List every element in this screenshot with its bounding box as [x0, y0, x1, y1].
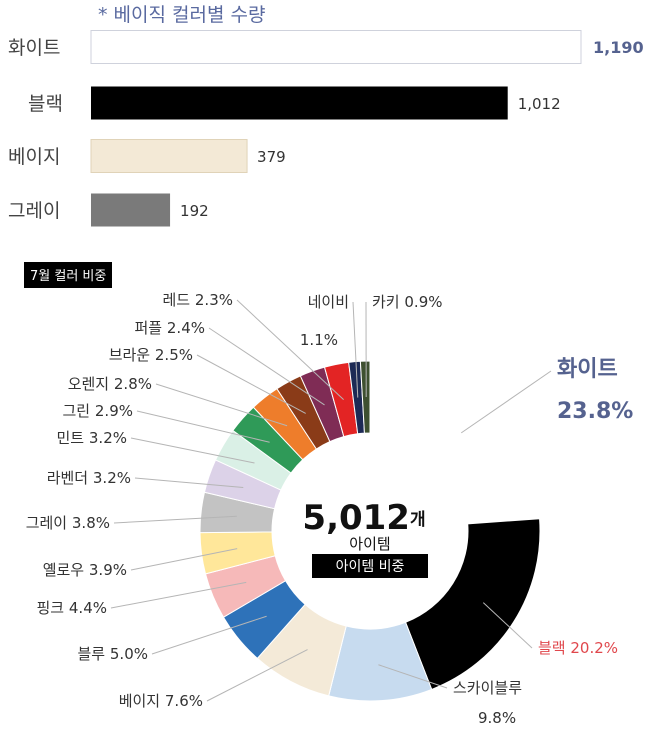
slice-label: 그레이 3.8% [26, 514, 110, 532]
slice-value-label: 20.2% [566, 639, 618, 657]
slice-label: 화이트 [557, 357, 618, 382]
donut-center-badge [312, 554, 428, 578]
leader-line [151, 615, 267, 655]
pie-chart-title: 7월 컬러 비중 [24, 262, 113, 288]
slice-label: 네이비 [308, 293, 349, 311]
slice-value-label: 2.9% [90, 402, 133, 420]
leader-line [130, 437, 255, 464]
leader-line [134, 477, 244, 489]
bar-value-label: 379 [257, 148, 286, 166]
leader-line [155, 383, 288, 427]
slice-value-label: 9.8% [478, 709, 516, 727]
slice-name: 브라운 [109, 346, 151, 364]
slice-value-label: 3.9% [84, 561, 127, 579]
slice-label: 카키 0.9% [372, 293, 443, 311]
slice-value-label: 4.4% [64, 599, 107, 617]
bar-value-label: 192 [180, 202, 209, 220]
bar [91, 193, 171, 227]
slice-name: 민트 [57, 429, 85, 447]
bar-category-label: 베이지 [8, 146, 60, 168]
slice-label: 핑크 4.4% [37, 599, 108, 617]
slice-value-label: 1.1% [300, 331, 338, 349]
slice-name: 오렌지 [68, 375, 109, 393]
slice-label: 베이지 7.6% [119, 692, 203, 710]
bar [90, 139, 248, 173]
leader-line [208, 327, 325, 406]
slice-label: 옐로우 3.9% [43, 561, 127, 579]
donut-center-badge-label: 아이템 비중 [336, 559, 405, 575]
slice-name: 그린 [63, 402, 91, 420]
slice-name: 카키 [372, 293, 400, 311]
donut-center-unit: 개 [410, 510, 426, 530]
slice-label: 스카이블루 [453, 679, 522, 697]
slice-name: 퍼플 [135, 319, 163, 337]
leader-line [236, 299, 344, 400]
slice-label: 그린 2.9% [63, 402, 134, 420]
donut-slice [359, 360, 371, 434]
bar [90, 30, 582, 64]
slice-name: 라벤더 [47, 469, 88, 487]
leader-line [482, 602, 533, 649]
donut-center-value: 5,012개 [302, 498, 425, 538]
bar-category-label: 화이트 [8, 37, 60, 59]
slice-label: 블루 5.0% [78, 645, 149, 663]
donut-center-subtitle: 아이템 [349, 535, 390, 553]
slice-value-label: 7.6% [160, 692, 203, 710]
slice-value-label: 2.8% [109, 375, 152, 393]
slice-name: 베이지 [119, 692, 160, 710]
slice-label: 퍼플 2.4% [135, 319, 206, 337]
slice-name: 그레이 [26, 514, 67, 532]
bar-chart-title: * 베이직 컬러별 수량 [98, 4, 266, 26]
bar-category-label: 블랙 [28, 93, 63, 115]
bar [91, 86, 508, 120]
slice-value-label: 2.5% [150, 346, 193, 364]
bar-value-label: 1,190 [593, 38, 644, 57]
slice-value-label: 2.3% [190, 291, 233, 309]
leader-line [378, 664, 448, 689]
slice-value-label: 3.8% [67, 514, 110, 532]
slice-label: 블랙 20.2% [538, 639, 618, 657]
slice-name: 블루 [78, 645, 106, 663]
slice-label: 오렌지 2.8% [68, 375, 152, 393]
leader-line [206, 649, 308, 702]
slice-name: 핑크 [37, 599, 65, 617]
bar-chart: 화이트 1,190 블랙 1,012 베이지 379 그레이 192 [8, 30, 644, 227]
slice-label: 브라운 2.5% [109, 346, 193, 364]
slice-value-label: 0.9% [400, 293, 443, 311]
leader-line [352, 301, 359, 398]
leader-line [130, 548, 238, 571]
bar-category-label: 그레이 [8, 200, 60, 222]
donut-slice [369, 360, 541, 525]
slice-value-label: 23.8% [557, 399, 633, 424]
leader-line [196, 354, 306, 414]
slice-value-label: 5.0% [105, 645, 148, 663]
leader-line [460, 370, 552, 434]
slice-value-label: 3.2% [88, 469, 131, 487]
leader-line [110, 581, 247, 609]
bar-value-label: 1,012 [518, 95, 561, 113]
leader-line [136, 410, 270, 443]
slice-value-label: 3.2% [84, 429, 127, 447]
slice-label: 라벤더 3.2% [47, 469, 131, 487]
donut-slice [404, 518, 541, 691]
slice-label: 민트 3.2% [57, 429, 128, 447]
leader-line [113, 515, 237, 524]
slice-name: 블랙 [538, 639, 566, 657]
slice-value-label: 2.4% [162, 319, 205, 337]
slice-label: 레드 2.3% [163, 291, 234, 309]
slice-name: 옐로우 [43, 561, 85, 579]
slice-name: 레드 [163, 291, 191, 309]
